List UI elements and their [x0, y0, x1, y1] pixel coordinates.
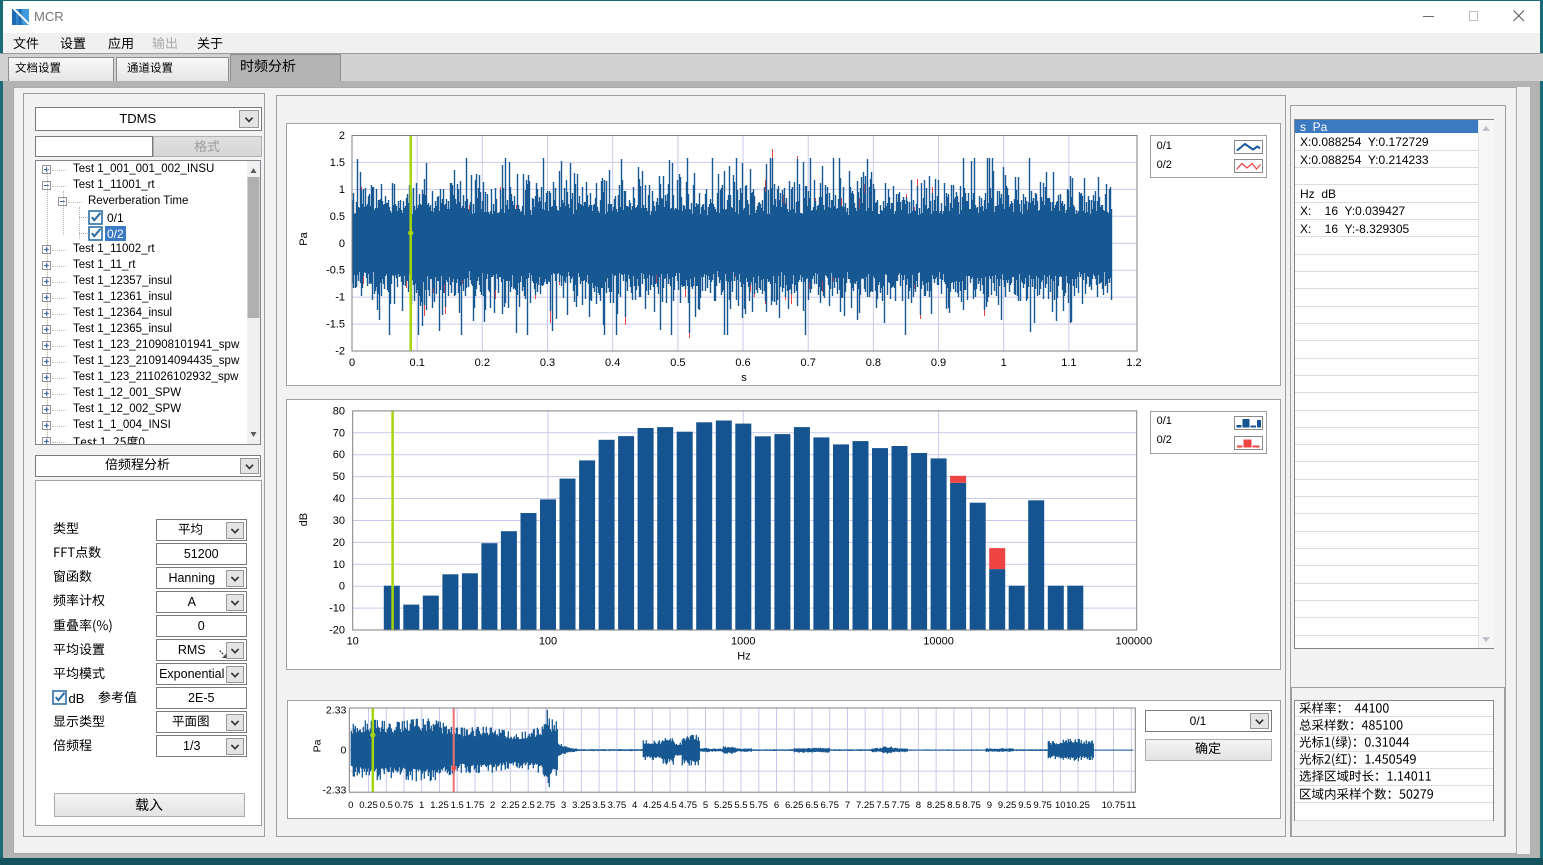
svg-text:0.3: 0.3 [540, 357, 555, 369]
svg-text:-20: -20 [329, 625, 345, 637]
svg-text:50: 50 [333, 471, 345, 483]
svg-text:1.5: 1.5 [450, 800, 463, 811]
svg-text:5.75: 5.75 [749, 800, 768, 811]
svg-text:5.5: 5.5 [734, 800, 747, 811]
svg-text:8: 8 [915, 800, 920, 811]
svg-text:0.6: 0.6 [735, 357, 750, 369]
svg-text:6.5: 6.5 [805, 800, 818, 811]
svg-text:3.5: 3.5 [592, 800, 605, 811]
svg-text:8.25: 8.25 [927, 800, 946, 811]
svg-text:100: 100 [539, 636, 557, 648]
svg-text:-1.5: -1.5 [326, 319, 345, 331]
svg-text:5: 5 [703, 800, 708, 811]
svg-text:2.33: 2.33 [326, 705, 347, 717]
svg-text:7: 7 [845, 800, 850, 811]
svg-text:10.25: 10.25 [1066, 800, 1090, 811]
svg-text:8.75: 8.75 [962, 800, 981, 811]
svg-text:4.25: 4.25 [643, 800, 662, 811]
svg-text:8.5: 8.5 [947, 800, 960, 811]
svg-text:6.75: 6.75 [820, 800, 839, 811]
svg-text:7.75: 7.75 [891, 800, 910, 811]
svg-text:0: 0 [340, 745, 346, 757]
svg-text:10: 10 [347, 636, 359, 648]
svg-text:-1: -1 [335, 292, 345, 304]
svg-text:0: 0 [349, 357, 355, 369]
svg-text:10000: 10000 [923, 636, 954, 648]
svg-text:0.5: 0.5 [330, 211, 345, 223]
svg-text:10: 10 [1055, 800, 1066, 811]
svg-text:3: 3 [561, 800, 566, 811]
svg-text:s: s [741, 372, 747, 384]
svg-text:3.75: 3.75 [607, 800, 626, 811]
svg-text:0: 0 [339, 581, 345, 593]
svg-text:5.25: 5.25 [714, 800, 733, 811]
svg-text:2.75: 2.75 [536, 800, 555, 811]
svg-text:60: 60 [333, 450, 345, 462]
svg-text:10.75: 10.75 [1101, 800, 1125, 811]
svg-text:Pa: Pa [298, 231, 310, 245]
svg-text:9.75: 9.75 [1033, 800, 1052, 811]
svg-text:0.8: 0.8 [866, 357, 881, 369]
svg-text:2.25: 2.25 [501, 800, 520, 811]
svg-text:0.7: 0.7 [801, 357, 816, 369]
svg-text:4.75: 4.75 [678, 800, 697, 811]
svg-text:80: 80 [333, 406, 345, 418]
svg-text:0.9: 0.9 [931, 357, 946, 369]
svg-text:70: 70 [333, 428, 345, 440]
svg-text:9: 9 [986, 800, 991, 811]
svg-text:30: 30 [333, 515, 345, 527]
svg-text:0.5: 0.5 [670, 357, 685, 369]
svg-text:1.1: 1.1 [1061, 357, 1076, 369]
svg-text:-2.33: -2.33 [322, 785, 346, 797]
svg-text:0.1: 0.1 [410, 357, 425, 369]
svg-text:3.25: 3.25 [572, 800, 591, 811]
svg-text:9.25: 9.25 [998, 800, 1017, 811]
svg-text:0.2: 0.2 [475, 357, 490, 369]
svg-text:20: 20 [333, 537, 345, 549]
svg-text:-2: -2 [335, 346, 345, 358]
svg-text:0: 0 [348, 800, 353, 811]
svg-text:4.5: 4.5 [663, 800, 676, 811]
svg-text:100000: 100000 [1116, 636, 1153, 648]
svg-text:10: 10 [333, 559, 345, 571]
svg-text:-10: -10 [329, 603, 345, 615]
svg-text:1.25: 1.25 [430, 800, 449, 811]
svg-text:2: 2 [339, 130, 345, 142]
svg-text:9.5: 9.5 [1018, 800, 1031, 811]
svg-text:2.5: 2.5 [521, 800, 534, 811]
svg-text:11: 11 [1126, 800, 1136, 811]
svg-text:0.5: 0.5 [379, 800, 392, 811]
svg-text:0: 0 [339, 238, 345, 250]
svg-text:1.2: 1.2 [1126, 357, 1141, 369]
svg-text:6: 6 [774, 800, 779, 811]
svg-text:Pa: Pa [311, 739, 323, 752]
svg-text:4: 4 [632, 800, 637, 811]
svg-text:0.75: 0.75 [394, 800, 413, 811]
svg-text:1: 1 [339, 184, 345, 196]
svg-text:Hz: Hz [737, 651, 750, 663]
svg-text:1.5: 1.5 [330, 157, 345, 169]
svg-text:dB: dB [298, 513, 310, 526]
svg-text:40: 40 [333, 493, 345, 505]
svg-text:0.25: 0.25 [359, 800, 378, 811]
svg-text:6.25: 6.25 [785, 800, 804, 811]
svg-text:1: 1 [1001, 357, 1007, 369]
svg-text:2: 2 [490, 800, 495, 811]
svg-text:1.75: 1.75 [465, 800, 484, 811]
svg-text:1000: 1000 [731, 636, 755, 648]
svg-text:7.5: 7.5 [876, 800, 889, 811]
svg-text:7.25: 7.25 [856, 800, 875, 811]
svg-text:-0.5: -0.5 [326, 265, 345, 277]
svg-text:0.4: 0.4 [605, 357, 620, 369]
svg-text:1: 1 [419, 800, 424, 811]
